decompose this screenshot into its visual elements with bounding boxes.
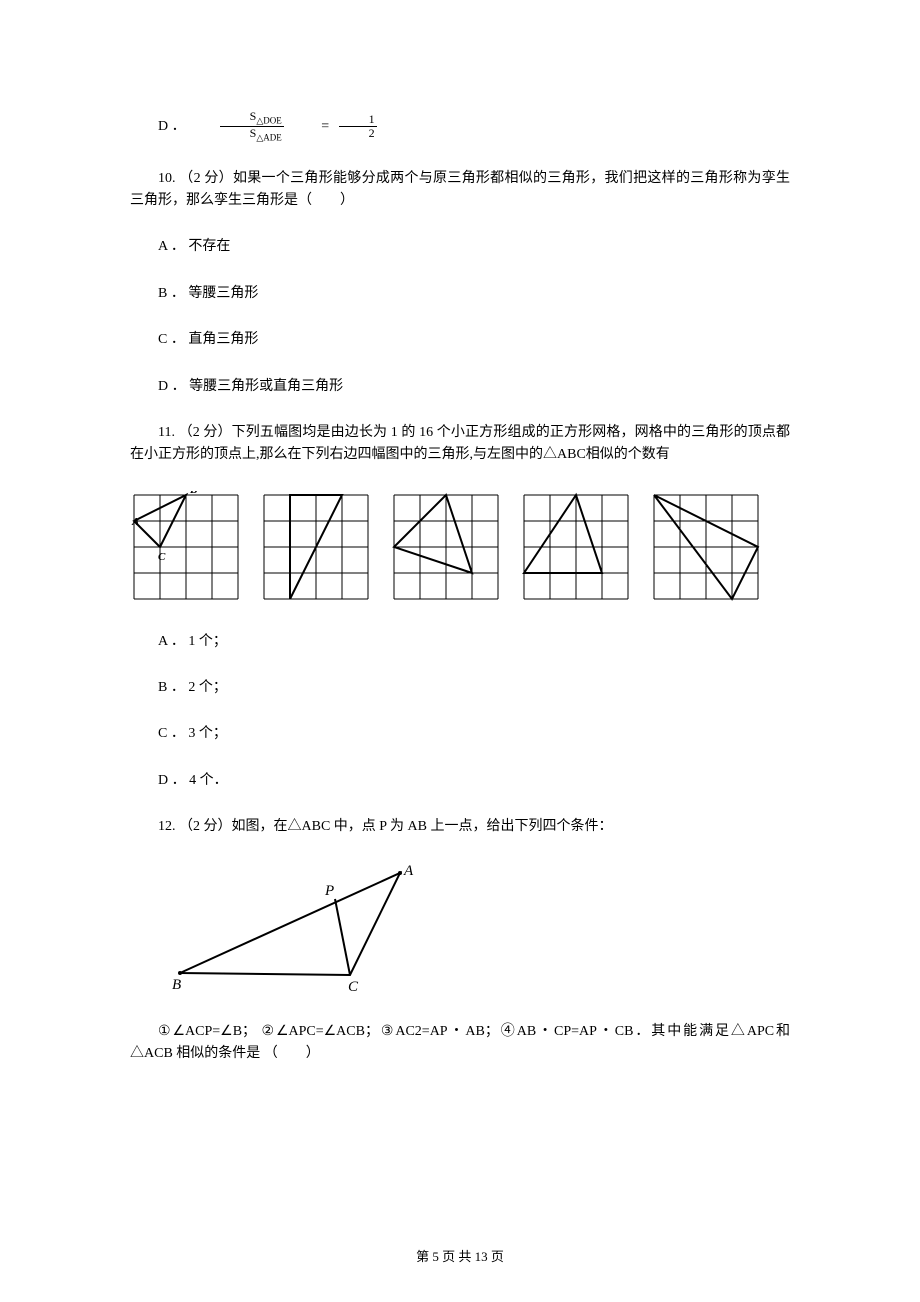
svg-text:P: P xyxy=(324,883,334,899)
svg-text:C: C xyxy=(158,551,166,563)
grid-figures-row: A B C xyxy=(130,491,790,603)
q11-option-c: C ． 3 个； xyxy=(130,723,790,745)
svg-text:C: C xyxy=(348,979,359,993)
grid-figure-1 xyxy=(260,491,372,603)
q10-option-d: D ． 等腰三角形或直角三角形 xyxy=(130,376,790,398)
q11-option-b: B ． 2 个； xyxy=(130,677,790,699)
q10-option-c: C ． 直角三角形 xyxy=(130,329,790,351)
grid-figure-0: A B C xyxy=(130,491,242,603)
q11-option-d: D ． 4 个． xyxy=(130,770,790,792)
svg-text:B: B xyxy=(189,491,197,496)
grid-figure-3 xyxy=(520,491,632,603)
page-footer: 第 5 页 共 13 页 xyxy=(0,1247,920,1268)
q12-conditions: ①∠ACP=∠B； ②∠APC=∠ACB；③AC2=AP・AB；④AB・CP=A… xyxy=(130,1021,790,1066)
grid-figure-2 xyxy=(390,491,502,603)
question-10: 10. （2 分）如果一个三角形能够分成两个与原三角形都相似的三角形，我们把这样… xyxy=(130,168,790,213)
q10-option-b: B ． 等腰三角形 xyxy=(130,283,790,305)
svg-text:B: B xyxy=(172,977,181,993)
question-11: 11. （2 分）下列五幅图均是由边长为 1 的 16 个小正方形组成的正方形网… xyxy=(130,422,790,467)
q11-option-a: A ． 1 个； xyxy=(130,631,790,653)
q10-option-a: A ． 不存在 xyxy=(130,236,790,258)
grid-figure-4 xyxy=(650,491,762,603)
triangle-figure: B C A P xyxy=(170,863,790,993)
fraction-expression: S△DOE S△ADE = 1 2 xyxy=(192,110,377,144)
svg-text:A: A xyxy=(403,863,414,879)
question-12: 12. （2 分）如图，在△ABC 中，点 P 为 AB 上一点，给出下列四个条… xyxy=(130,816,790,838)
svg-text:A: A xyxy=(131,516,139,528)
option-d-prefix: D ． xyxy=(130,116,186,138)
